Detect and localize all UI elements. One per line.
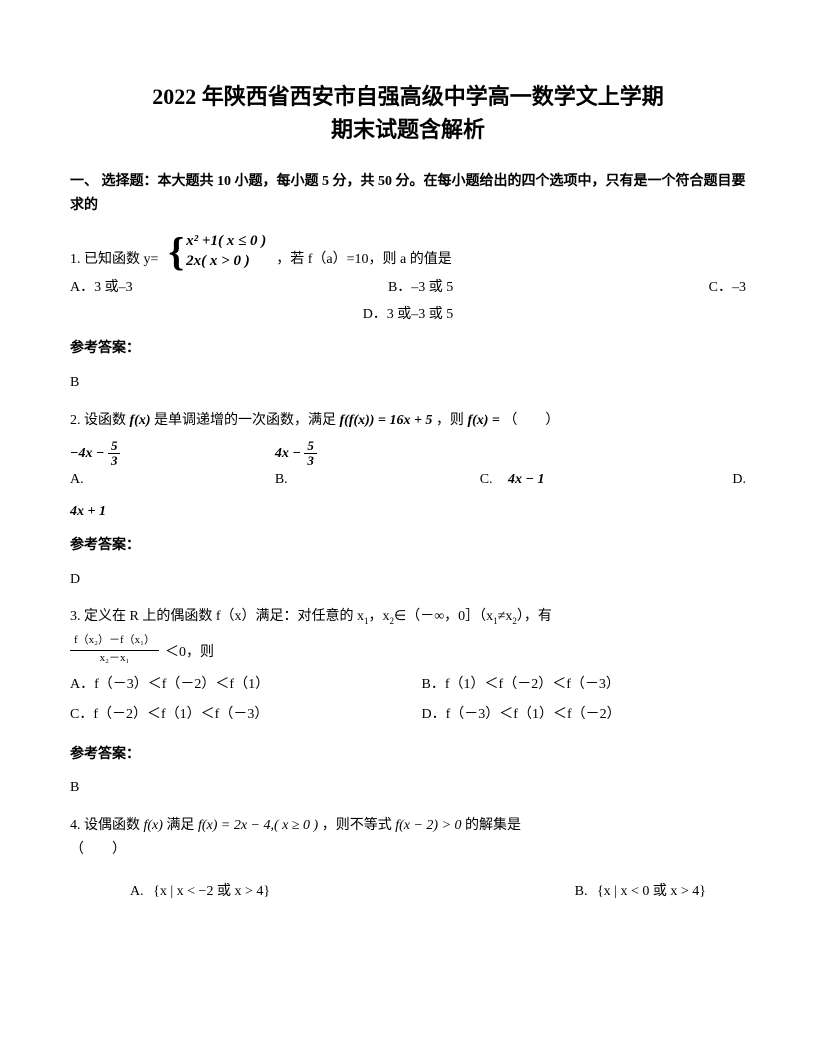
q3-opt-a: A．f（－3）＜f（－2）＜f（1） [70, 673, 394, 697]
q4-paren: （ ） [70, 838, 746, 862]
q1-opt-a: A．3 或–3 [70, 276, 133, 300]
q4-ineq: f(x − 2) > 0 [395, 818, 461, 833]
q1-opt-c: C．–3 [709, 276, 746, 300]
q4-opt-a-set1: {x | x < −2 [153, 884, 213, 899]
q2-opt-d-expr: 4x + 1 [70, 504, 106, 519]
q3-answer: B [70, 776, 746, 800]
q2-opt-d: D. [685, 468, 746, 492]
q3-t1: 3. 定义在 R 上的偶函数 f（x）满足：对任意的 x [70, 609, 364, 624]
q4-opt-b-set1: {x | x < 0 [597, 884, 649, 899]
q1-options-row2: D．3 或–3 或 5 [70, 303, 746, 327]
q3-stem-line2: f（x₂）－f（x₁） x₂－x₁ ＜0，则 [70, 633, 746, 665]
q3-t4: ≠x [498, 609, 513, 624]
q3-opt-d: D．f（－3）＜f（1）＜f（－2） [422, 703, 746, 727]
q2-opt-a: −4x − 5 3 A. [70, 439, 275, 492]
q1-piecewise: { x² +1( x ≤ 0 ) 2x( x > 0 ) [168, 232, 266, 272]
q1-answer-label: 参考答案： [70, 337, 746, 361]
q2-mid-1: 是单调递增的一次函数，满足 [154, 413, 336, 428]
q3-answer-label: 参考答案： [70, 743, 746, 767]
q4-def: f(x) = 2x − 4,( x ≥ 0 ) [198, 818, 318, 833]
page-title: 2022 年陕西省西安市自强高级中学高一数学文上学期 期末试题含解析 [70, 80, 746, 146]
q3-t5: ），有 [517, 609, 552, 624]
q2-opt-b-frac: 5 3 [304, 439, 317, 469]
q2-opt-b: 4x − 5 3 B. [275, 439, 480, 492]
q4-opt-a: A. {x | x < −2 或 x > 4} [130, 880, 270, 904]
q2-fx-1: f(x) [130, 413, 151, 428]
q4-tail: 的解集是 [465, 818, 521, 833]
q4-mid1: 满足 [166, 818, 194, 833]
question-1: 1. 已知函数 y= { x² +1( x ≤ 0 ) 2x( x > 0 ) … [70, 232, 746, 395]
q2-a-den: 3 [108, 454, 121, 468]
q3-t3: ∈（－∞，0］（x [394, 609, 493, 624]
section-header: 一、 选择题：本大题共 10 小题，每小题 5 分，共 50 分。在每小题给出的… [70, 170, 746, 218]
q3-opt-b: B．f（1）＜f（－2）＜f（－3） [422, 673, 746, 697]
q4-opt-b-label: B. [575, 884, 588, 899]
q2-fx-2: f(x) = [467, 413, 499, 428]
q1-piece-2: 2x( x > 0 ) [186, 252, 266, 272]
brace-icon: { [168, 232, 184, 272]
q3-options: A．f（－3）＜f（－2）＜f（1） B．f（1）＜f（－2）＜f（－3） C．… [70, 673, 746, 733]
question-3: 3. 定义在 R 上的偶函数 f（x）满足：对任意的 x1，x2∈（－∞，0］（… [70, 605, 746, 800]
q4-opt-a-or: 或 [217, 884, 231, 899]
q2-opt-b-lead: 4x − [275, 446, 301, 461]
q4-options: A. {x | x < −2 或 x > 4} B. {x | x < 0 或 … [70, 880, 746, 904]
q2-opt-c-expr: 4x − 1 [508, 472, 544, 487]
q4-opt-a-set2: x > 4} [234, 884, 270, 899]
q2-mid-2: ，则 [436, 413, 464, 428]
q1-piece-1: x² +1( x ≤ 0 ) [186, 232, 266, 252]
title-line-2: 期末试题含解析 [70, 113, 746, 146]
q2-prefix: 2. 设函数 [70, 413, 126, 428]
q1-stem: 1. 已知函数 y= { x² +1( x ≤ 0 ) 2x( x > 0 ) … [70, 232, 746, 272]
q2-opt-c: C. 4x − 1 [480, 468, 685, 492]
q2-answer-label: 参考答案： [70, 534, 746, 558]
q3-frac-n: f（x₂）－f（x₁） [70, 633, 159, 650]
q4-opt-b-set2: x > 4} [670, 884, 706, 899]
q1-answer: B [70, 371, 746, 395]
q4-opt-b-or: 或 [653, 884, 667, 899]
q2-b-num: 5 [304, 439, 317, 454]
q3-frac: f（x₂）－f（x₁） x₂－x₁ [70, 633, 159, 665]
question-2: 2. 设函数 f(x) 是单调递增的一次函数，满足 f(f(x)) = 16x … [70, 409, 746, 592]
q2-opt-a-lead: −4x − [70, 446, 104, 461]
q2-opt-a-label: A. [70, 472, 84, 487]
q2-opt-d-label: D. [732, 472, 746, 487]
q2-opt-c-label: C. [480, 472, 493, 487]
q3-t2: ，x [369, 609, 390, 624]
question-4: 4. 设偶函数 f(x) 满足 f(x) = 2x − 4,( x ≥ 0 ) … [70, 814, 746, 903]
q1-prefix: 1. 已知函数 y= [70, 248, 158, 272]
title-line-1: 2022 年陕西省西安市自强高级中学高一数学文上学期 [70, 80, 746, 113]
q2-opt-b-label: B. [275, 472, 288, 487]
q4-mid2: ，则不等式 [322, 818, 392, 833]
q2-options: −4x − 5 3 A. 4x − 5 3 B. C. 4x − 1 [70, 439, 746, 492]
q2-answer: D [70, 568, 746, 592]
q3-frac-d: x₂－x₁ [70, 651, 159, 665]
q4-prefix: 4. 设偶函数 [70, 818, 140, 833]
q4-opt-a-label: A. [130, 884, 144, 899]
q2-opt-d-expr-row: 4x + 1 [70, 500, 746, 524]
q4-fx: f(x) [144, 818, 163, 833]
q2-b-den: 3 [304, 454, 317, 468]
q3-opt-c: C．f（－2）＜f（1）＜f（－3） [70, 703, 394, 727]
q2-stem: 2. 设函数 f(x) 是单调递增的一次函数，满足 f(f(x)) = 16x … [70, 409, 746, 433]
q2-ffx: f(f(x)) = 16x + 5 [340, 413, 433, 428]
q4-stem: 4. 设偶函数 f(x) 满足 f(x) = 2x − 4,( x ≥ 0 ) … [70, 814, 746, 838]
q2-a-num: 5 [108, 439, 121, 454]
q1-suffix: ，若 f（a）=10，则 a 的值是 [276, 248, 452, 272]
q2-opt-a-frac: 5 3 [108, 439, 121, 469]
q3-t6: ＜0，则 [165, 641, 214, 665]
q1-opt-b: B．–3 或 5 [388, 276, 453, 300]
q4-opt-b: B. {x | x < 0 或 x > 4} [575, 880, 706, 904]
q2-tail: （ ） [503, 413, 559, 428]
q1-options-row1: A．3 或–3 B．–3 或 5 C．–3 [70, 276, 746, 300]
q3-stem-line1: 3. 定义在 R 上的偶函数 f（x）满足：对任意的 x1，x2∈（－∞，0］（… [70, 605, 746, 629]
q1-opt-d: D．3 或–3 或 5 [363, 303, 454, 327]
